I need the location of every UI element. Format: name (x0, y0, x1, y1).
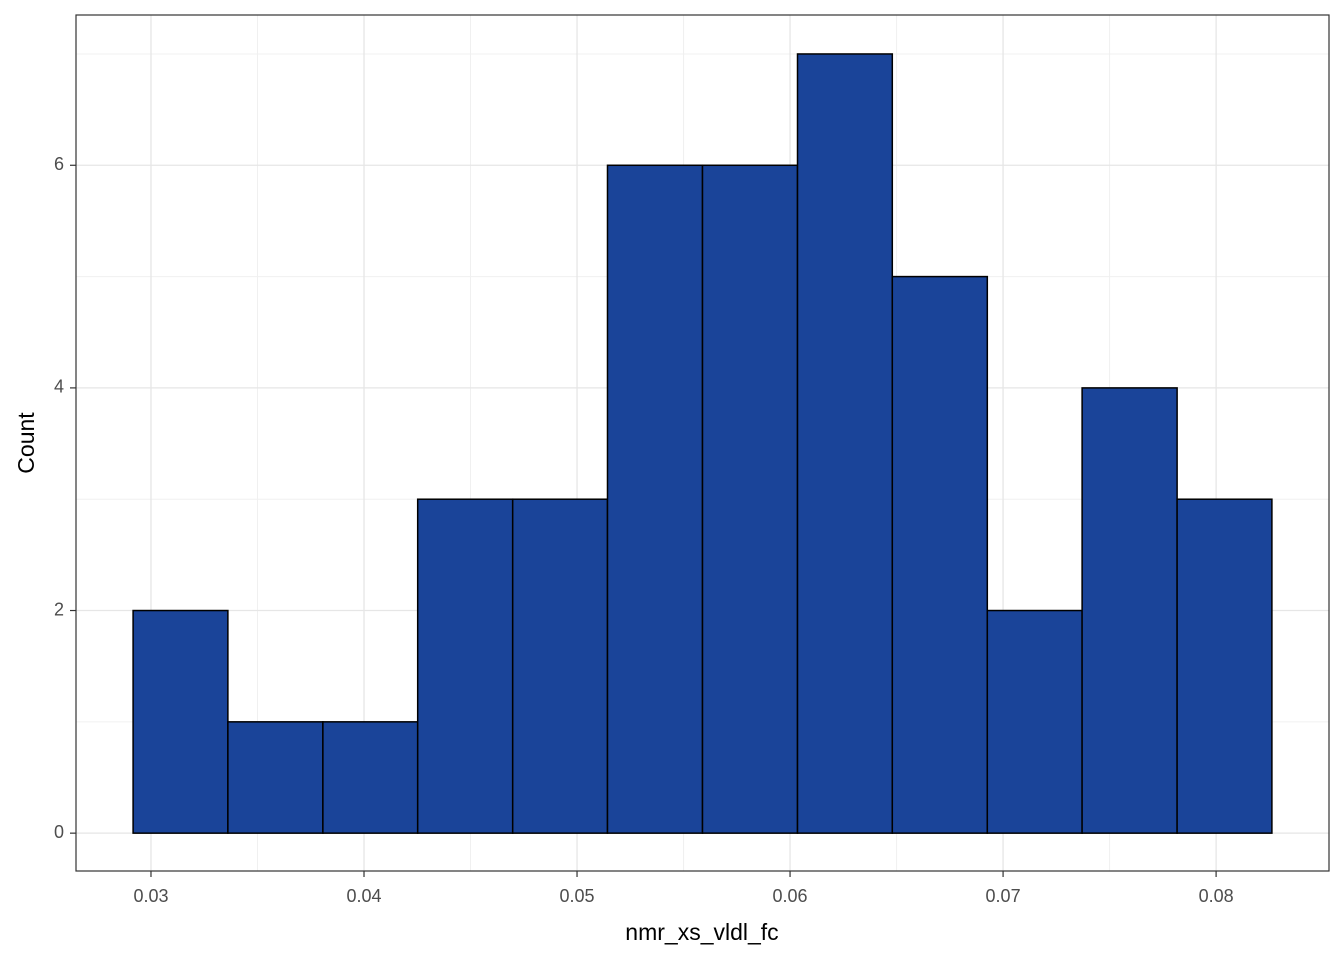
y-tick-label: 0 (54, 822, 64, 842)
x-tick-label: 0.06 (773, 886, 808, 906)
x-tick-label: 0.04 (346, 886, 381, 906)
x-tick-label: 0.08 (1199, 886, 1234, 906)
bar (701, 164, 799, 834)
y-tick-label: 4 (54, 377, 64, 397)
y-tick-label: 6 (54, 154, 64, 174)
x-tick-label: 0.03 (133, 886, 168, 906)
y-axis-title: Count (13, 412, 39, 474)
panel-border (75, 14, 1330, 872)
bar (1081, 387, 1178, 834)
bar (511, 498, 609, 834)
x-tick-label: 0.07 (986, 886, 1021, 906)
bar (416, 498, 514, 834)
x-axis-title: nmr_xs_vldl_fc (625, 919, 778, 945)
bar (227, 721, 324, 834)
bar (891, 275, 989, 834)
bar (322, 721, 419, 834)
bar (796, 53, 894, 834)
bar (986, 609, 1083, 834)
y-tick-label: 2 (54, 599, 64, 619)
bar (132, 609, 229, 834)
bar (1176, 498, 1273, 834)
x-tick-label: 0.05 (560, 886, 595, 906)
bar (606, 164, 704, 834)
